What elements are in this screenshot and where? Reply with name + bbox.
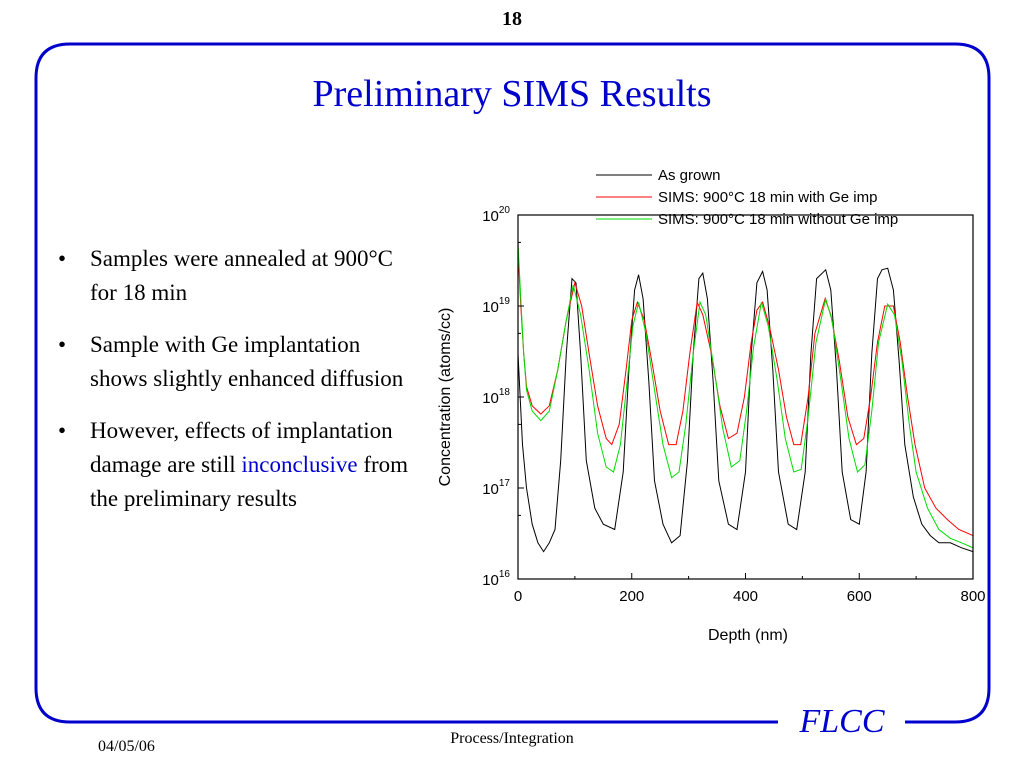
flcc-logo: FLCC — [782, 703, 902, 741]
x-tick-label: 400 — [733, 588, 758, 605]
legend-label: SIMS: 900°C 18 min with Ge imp — [658, 189, 877, 206]
bullet-text-part: Samples were annealed at 900°C for 18 mi… — [90, 246, 393, 305]
tick-layer: 0 200 400 600 800 1016 1017 1018 1019 1020 — [482, 205, 985, 605]
legend-label: SIMS: 900°C 18 min without Ge imp — [658, 211, 898, 228]
bullet-text: However, effects of implantation damage … — [90, 418, 408, 511]
bullet-text-part: Sample with Ge implantation shows slight… — [90, 332, 404, 391]
bullet-text-part: from the preliminary results — [90, 452, 409, 511]
slide-title: Preliminary SIMS Results — [312, 73, 712, 115]
bullet-item: • However, effects of implantation damage… — [58, 414, 418, 516]
bullet-text: Samples were annealed at 900°C for 18 mi… — [90, 246, 393, 305]
x-tick-label: 600 — [847, 588, 872, 605]
bullet-dot-icon: • — [58, 418, 67, 443]
bullet-list: • Samples were annealed at 900°C for 18 m… — [58, 242, 418, 534]
y-tick-label: 1018 — [482, 387, 510, 407]
x-tick-label: 200 — [619, 588, 644, 605]
series-layer — [517, 242, 974, 553]
series-line-3 — [517, 242, 974, 549]
y-tick-label: 1017 — [482, 478, 510, 498]
chart-legend: As grown SIMS: 900°C 18 min with Ge imp SI… — [596, 167, 898, 228]
legend-label: As grown — [658, 167, 721, 184]
series-line-1 — [517, 267, 974, 553]
y-tick-label: 1016 — [482, 569, 510, 589]
bullet-dot-icon: • — [58, 332, 67, 357]
footer-date: 04/05/06 — [98, 738, 155, 755]
bullet-highlight-text: inconclusive — [241, 452, 358, 477]
x-axis-label: Depth (nm) — [708, 627, 788, 644]
page-number: 18 — [502, 8, 522, 30]
y-tick-label: 1019 — [482, 296, 510, 316]
y-tick-label: 1020 — [482, 205, 510, 225]
bullet-text-part: However, effects of implantation damage … — [90, 418, 393, 477]
footer-section: Process/Integration — [450, 730, 574, 747]
y-axis-label: Concentration (atoms/cc) — [437, 308, 454, 487]
bullet-text: Sample with Ge implantation shows slight… — [90, 332, 403, 391]
x-tick-label: 800 — [960, 588, 985, 605]
bullet-dot-icon: • — [58, 246, 67, 271]
x-tick-label: 0 — [514, 588, 522, 605]
series-line-2 — [517, 251, 974, 537]
bullet-item: • Sample with Ge implantation shows sligh… — [58, 328, 418, 396]
bullet-item: • Samples were annealed at 900°C for 18 m… — [58, 242, 418, 310]
frame-border — [34, 42, 991, 724]
plot-area — [517, 214, 974, 580]
